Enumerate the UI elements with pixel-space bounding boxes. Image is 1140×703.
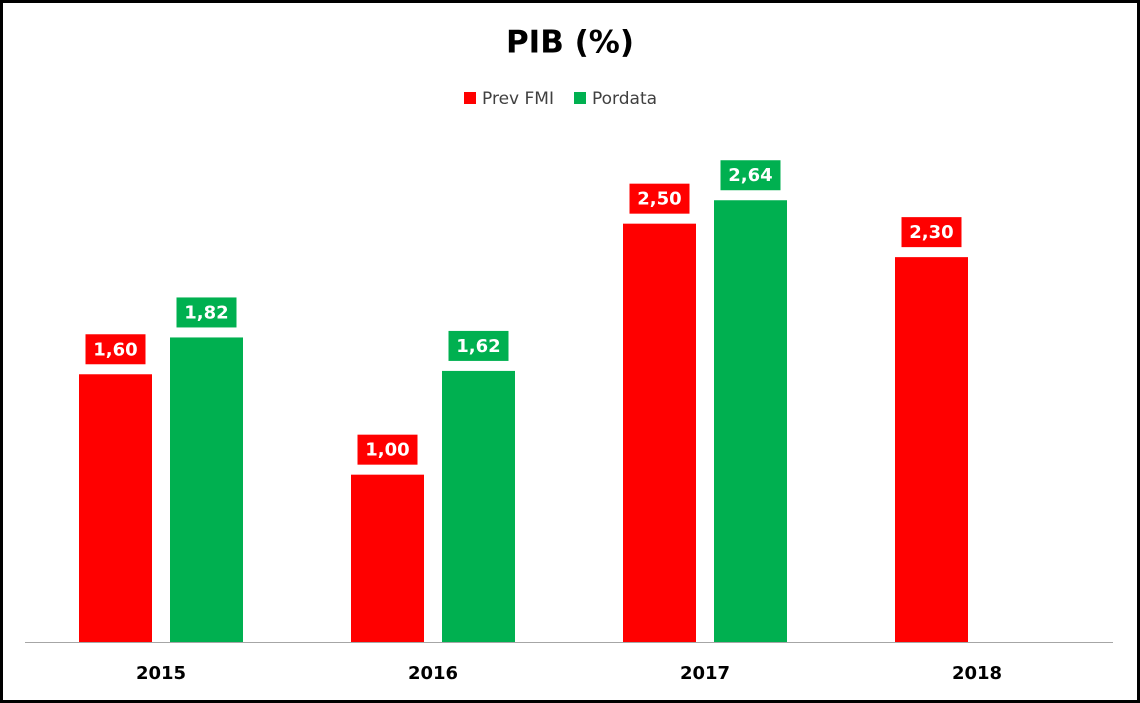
- data-label-box: [629, 183, 690, 214]
- data-label-box: [901, 217, 962, 248]
- chart-title: PIB (%): [506, 25, 634, 61]
- legend-label: Prev FMI: [482, 89, 554, 109]
- legend-label: Pordata: [592, 89, 657, 109]
- data-label: 1,82: [184, 302, 228, 323]
- bar: [714, 200, 787, 643]
- data-label: 1,00: [365, 440, 409, 461]
- data-label-box: [357, 434, 418, 465]
- bar: [623, 223, 696, 642]
- bar: [442, 370, 515, 642]
- data-label: 2,30: [909, 222, 953, 243]
- bar: [170, 337, 243, 642]
- x-tick-label: 2018: [952, 663, 1002, 684]
- legend-swatch: [464, 92, 476, 104]
- data-label-box: [448, 330, 509, 361]
- bar: [79, 374, 152, 642]
- x-tick-label: 2016: [408, 663, 458, 684]
- bar: [895, 257, 968, 642]
- data-label: 2,50: [637, 189, 681, 210]
- data-label-box: [720, 160, 781, 191]
- data-label-box: [176, 297, 237, 328]
- x-tick-label: 2017: [680, 663, 730, 684]
- data-label: 1,60: [93, 339, 137, 360]
- bar: [351, 474, 424, 642]
- x-tick-label: 2015: [136, 663, 186, 684]
- data-label: 2,64: [728, 165, 772, 186]
- data-label: 1,62: [456, 336, 500, 357]
- data-label-box: [85, 334, 146, 365]
- legend-swatch: [574, 92, 586, 104]
